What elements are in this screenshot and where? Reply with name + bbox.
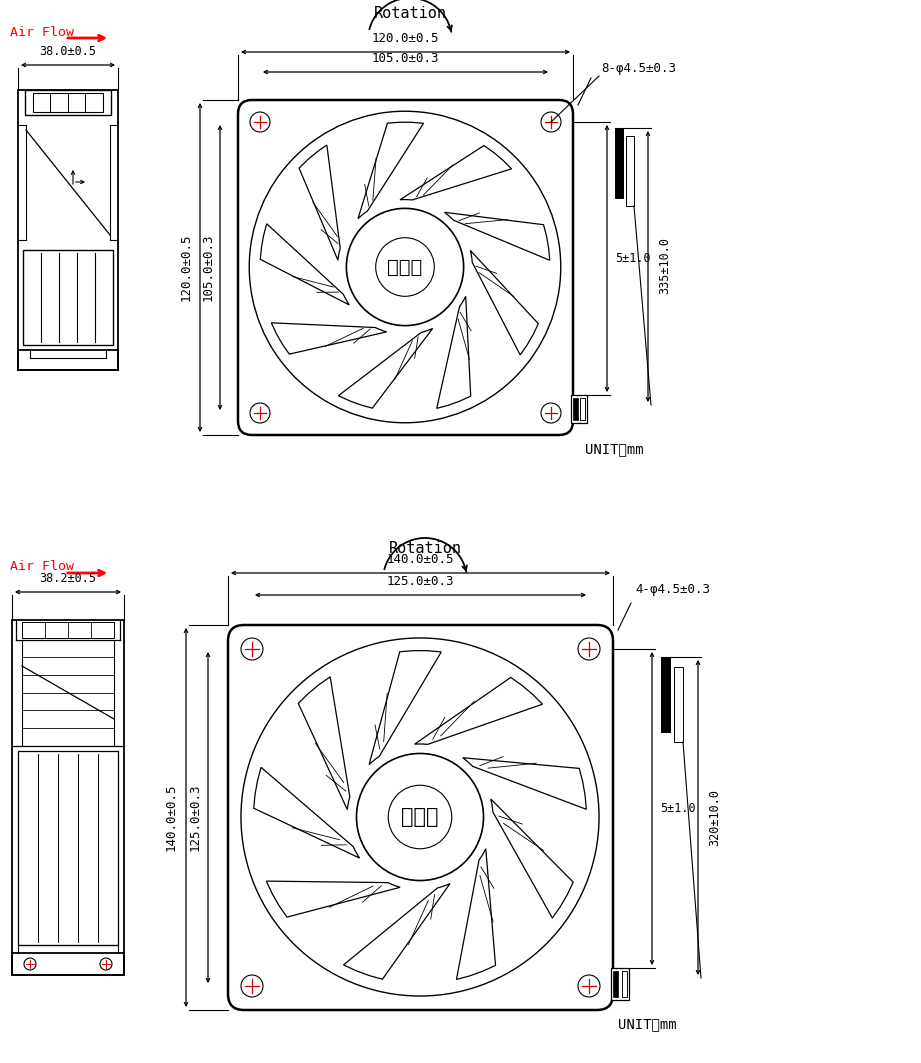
- Text: 8-φ4.5±0.3: 8-φ4.5±0.3: [601, 62, 676, 75]
- Bar: [33, 92, 103, 112]
- Bar: [580, 398, 585, 420]
- Text: 38.2±0.5: 38.2±0.5: [40, 572, 97, 585]
- Text: 105.0±0.3: 105.0±0.3: [371, 52, 438, 65]
- Text: Air Flow: Air Flow: [10, 26, 74, 38]
- Text: 5±1.0: 5±1.0: [615, 252, 650, 265]
- Text: Air Flow: Air Flow: [10, 560, 74, 574]
- Text: 140.0±0.5: 140.0±0.5: [165, 783, 178, 850]
- Text: 东兴岳: 东兴岳: [388, 257, 423, 276]
- Text: 东兴岳: 东兴岳: [402, 807, 438, 827]
- Text: 125.0±0.3: 125.0±0.3: [386, 575, 454, 588]
- Bar: [25, 90, 111, 115]
- Text: UNIT：mm: UNIT：mm: [618, 1017, 677, 1031]
- Text: 120.0±0.5: 120.0±0.5: [371, 32, 438, 45]
- Bar: [580, 398, 585, 420]
- Bar: [571, 395, 587, 423]
- Text: UNIT：mm: UNIT：mm: [585, 442, 644, 456]
- Bar: [18, 90, 118, 370]
- Text: 335±10.0: 335±10.0: [658, 237, 671, 294]
- Text: 5±1.0: 5±1.0: [660, 802, 695, 814]
- Bar: [573, 398, 578, 420]
- Bar: [23, 250, 113, 345]
- Text: Rotation: Rotation: [389, 541, 461, 556]
- Bar: [674, 667, 683, 742]
- Text: 105.0±0.3: 105.0±0.3: [202, 233, 215, 301]
- Bar: [626, 136, 634, 206]
- Text: 320±10.0: 320±10.0: [708, 789, 721, 845]
- Text: 125.0±0.3: 125.0±0.3: [189, 783, 202, 850]
- Bar: [12, 620, 124, 975]
- Bar: [615, 128, 623, 198]
- Bar: [613, 971, 618, 997]
- Text: Rotation: Rotation: [374, 6, 447, 21]
- Bar: [622, 971, 627, 997]
- Bar: [18, 750, 118, 945]
- Text: 4-φ4.5±0.3: 4-φ4.5±0.3: [635, 583, 710, 596]
- Text: 120.0±0.5: 120.0±0.5: [180, 233, 192, 301]
- Bar: [12, 954, 124, 975]
- Bar: [18, 350, 118, 370]
- Bar: [611, 968, 629, 1000]
- Bar: [622, 971, 627, 997]
- Text: 38.0±0.5: 38.0±0.5: [40, 45, 97, 58]
- Bar: [661, 657, 670, 732]
- Text: 140.0±0.5: 140.0±0.5: [386, 553, 454, 566]
- Bar: [22, 622, 114, 638]
